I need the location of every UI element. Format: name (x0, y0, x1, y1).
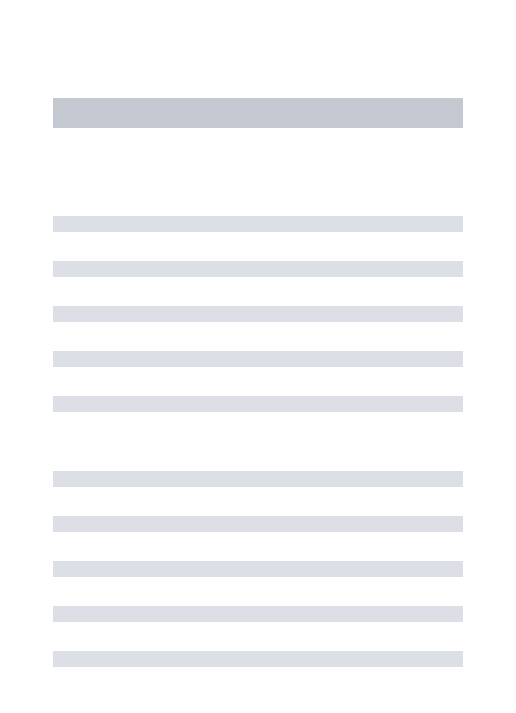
skeleton-text-line (53, 216, 463, 232)
skeleton-text-line (53, 396, 463, 412)
skeleton-group-gap (53, 441, 463, 471)
skeleton-text-line (53, 651, 463, 667)
skeleton-lines-container (53, 216, 463, 667)
skeleton-header-bar (53, 98, 463, 128)
skeleton-text-line (53, 516, 463, 532)
skeleton-text-line (53, 606, 463, 622)
skeleton-text-line (53, 351, 463, 367)
skeleton-text-line (53, 306, 463, 322)
skeleton-text-line (53, 561, 463, 577)
skeleton-content (53, 98, 463, 696)
skeleton-text-line (53, 261, 463, 277)
skeleton-text-line (53, 471, 463, 487)
